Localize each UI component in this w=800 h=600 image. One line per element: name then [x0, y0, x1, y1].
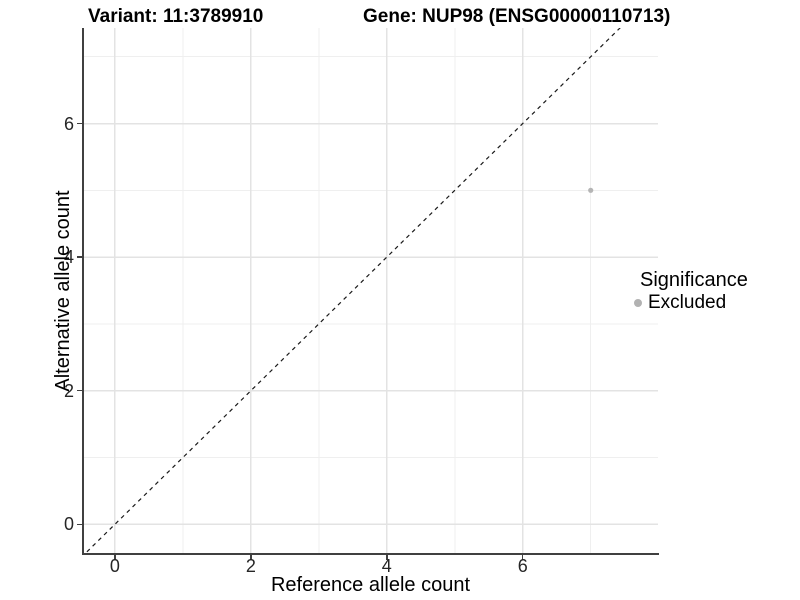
y-tick-label: 2: [63, 380, 74, 401]
y-tick-mark: [76, 122, 82, 125]
y-axis-title: Alternative allele count: [52, 190, 74, 392]
x-axis-line: [81, 553, 659, 555]
y-axis-line: [81, 28, 84, 555]
x-tick-mark: [386, 555, 388, 560]
legend-point-icon: [634, 299, 642, 307]
x-tick-label: 2: [245, 556, 256, 576]
y-tick-mark: [76, 523, 82, 526]
x-tick-mark: [521, 555, 524, 560]
legend: Significance Excluded: [628, 268, 748, 314]
y-tick-mark: [76, 389, 82, 392]
x-tick-mark: [114, 555, 116, 560]
legend-key: [628, 293, 648, 313]
y-tick-mark: [76, 256, 82, 258]
legend-item-label: Excluded: [648, 292, 727, 313]
identity-line: [84, 28, 621, 553]
y-tick-label: 6: [63, 113, 74, 134]
plot-panel: [83, 28, 658, 553]
x-axis-title: Reference allele count: [270, 574, 470, 596]
plot-title-variant: Variant: 11:3789910: [88, 6, 264, 27]
x-tick-label: 4: [381, 556, 392, 576]
x-tick-label: 6: [517, 556, 528, 576]
x-tick-mark: [250, 555, 252, 560]
y-tick-label: 0: [63, 514, 74, 535]
legend-title: Significance: [640, 269, 748, 291]
data-point: [588, 187, 594, 193]
x-tick-label: 0: [109, 556, 120, 576]
plot-title-gene: Gene: NUP98 (ENSG00000110713): [363, 6, 671, 27]
y-tick-label: 4: [63, 247, 74, 268]
plot-canvas: [83, 28, 658, 553]
legend-item-excluded: Excluded: [628, 292, 748, 314]
